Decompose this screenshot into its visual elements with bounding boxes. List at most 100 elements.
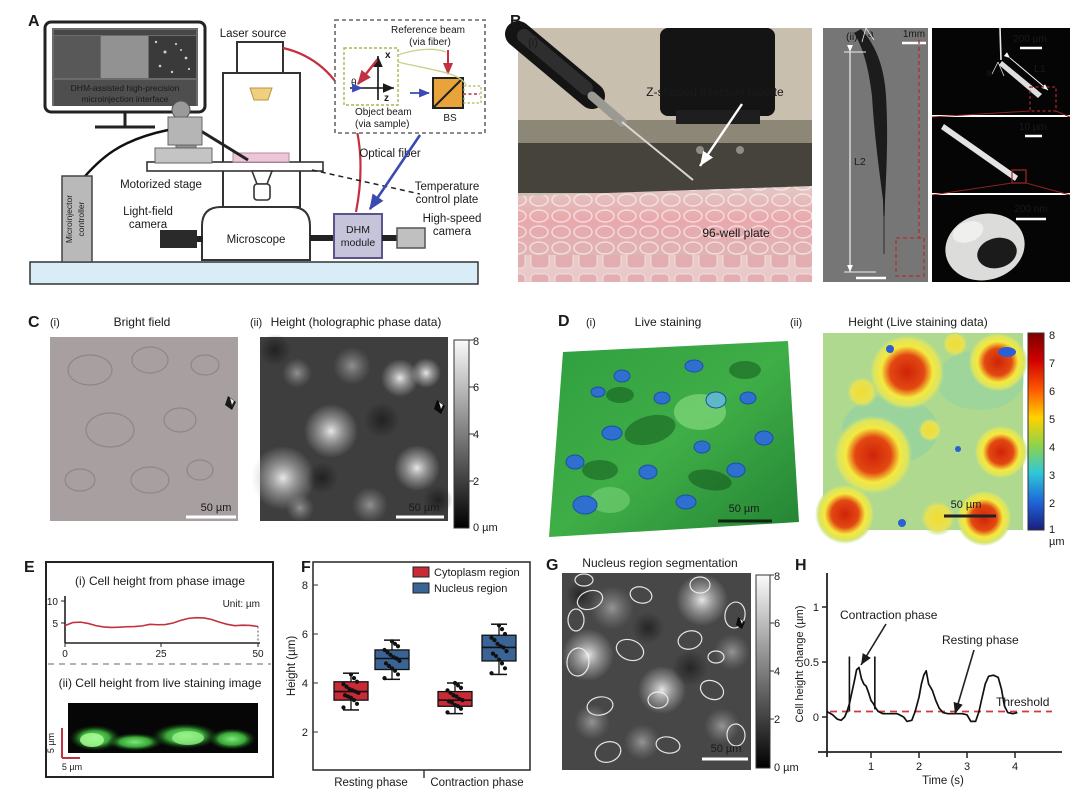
panel-g-label: G	[546, 557, 558, 574]
box-nucleus-resting	[374, 639, 410, 681]
cbar-c-tick-2: 2	[473, 476, 479, 488]
cbar-d-tick-8: 8	[1049, 330, 1055, 342]
lightfield-label-2: camera	[129, 219, 168, 231]
sem3-aperture	[977, 237, 1017, 269]
panel-b-photo-ii: (ii) a 1mm L2	[823, 27, 928, 282]
panel-a-schematic: A DHM-assisted high-precision microinjec…	[28, 13, 486, 285]
panel-h-label: H	[795, 557, 807, 574]
panel-d-sub-ii: (ii)	[790, 317, 802, 329]
lightfield-camera-box	[160, 230, 197, 248]
microscope-label: Microscope	[227, 234, 286, 246]
L2-label: L2	[854, 156, 866, 168]
highspeed-label-2: camera	[433, 226, 472, 238]
e-ytick-5: 5	[52, 619, 58, 630]
panel-b-sub-ii: (ii)	[846, 31, 858, 43]
controller-cable	[79, 128, 169, 183]
microscope-base	[201, 206, 311, 261]
panel-d-label: D	[558, 313, 570, 330]
beam-inset: Reference beam (via fiber) x z θ Object …	[334, 19, 486, 134]
h-ytick-1: 1	[813, 602, 819, 614]
legend-label-cytoplasm: Cytoplasm region	[434, 567, 520, 579]
laser-source-box	[236, 41, 284, 74]
sem2-needle	[941, 124, 1018, 181]
legend-label-nucleus: Nucleus region	[434, 583, 507, 595]
ref-link-line	[397, 48, 447, 56]
monitor-caption-line1: DHM-assisted high-precision	[71, 83, 180, 93]
bend-angle-a: a	[868, 29, 874, 40]
f-ytick-6: 6	[302, 629, 308, 641]
panel-e-title-i: (i) Cell height from phase image	[75, 574, 245, 588]
debris-speck	[225, 396, 236, 410]
e-xtick-25: 25	[155, 649, 167, 660]
h-trace-group	[826, 656, 1052, 723]
objective-housing	[660, 28, 775, 116]
e-xtick-0: 0	[62, 649, 68, 660]
panel-c-title-ii: Height (holographic phase data)	[271, 315, 442, 329]
live-staining-profile-image	[68, 703, 258, 753]
h-ytick-0: 0	[813, 712, 819, 724]
panel-b-photos: B Z-shaped injection pipette 96-well pla…	[505, 13, 1071, 282]
highspeed-camera-box	[396, 227, 426, 249]
f-ytick-2: 2	[302, 727, 308, 739]
scale-1mm-label: 1mm	[903, 29, 925, 40]
live-height-map: 50 µm	[815, 331, 1028, 546]
cbar-c-tick-4: 4	[473, 429, 479, 441]
bs-diagonal	[432, 77, 464, 109]
h-annotation-contraction: Contraction phase	[840, 608, 938, 622]
scalebar-c-i-label: 50 µm	[201, 502, 232, 514]
f-ytick-4: 4	[302, 678, 308, 690]
h-arrow-contraction	[860, 623, 887, 666]
h-ytick-05: 0.5	[804, 657, 819, 669]
monitor: DHM-assisted high-precision microinjecti…	[43, 20, 207, 129]
panel-e-scale-bracket: 5 µm 5 µm	[46, 728, 82, 772]
pipette-collet	[587, 91, 627, 127]
h-threshold-label: Threshold	[996, 695, 1049, 709]
scale-10um-label: 10 µm	[1019, 122, 1047, 133]
scale-200um-label: 200 µm	[1013, 34, 1047, 45]
panel-c-label: C	[28, 314, 40, 331]
h-xtick-3: 3	[964, 761, 970, 773]
e-ytick-10: 10	[47, 597, 59, 608]
panel-b-sub-i: (i)	[528, 37, 538, 49]
legend-swatch-nucleus	[412, 582, 430, 594]
box-cytoplasm-resting	[333, 672, 369, 711]
e-xtick-50: 50	[252, 649, 264, 660]
e-scale-h-label: 5 µm	[62, 762, 82, 772]
temperature-label-2: control plate	[416, 194, 479, 206]
L1-dimension-line	[1003, 52, 1049, 91]
cbar-d-tick-1: 1	[1049, 524, 1055, 536]
red-tip-box	[895, 237, 925, 277]
panel-d-sub-i: (i)	[586, 317, 596, 329]
microinjector-controller-box	[61, 175, 93, 263]
live-staining-surface: 50 µm	[549, 341, 799, 537]
cbar-c-tick-8: 8	[473, 336, 479, 348]
panel-f-boxplot: F Height (µm) 8 6 4 2 Cytoplasm region N…	[286, 559, 531, 789]
e-profile-curve	[64, 616, 259, 629]
dhm-label-2: module	[341, 237, 376, 249]
box-nucleus-contraction	[481, 623, 517, 676]
screen-speckles	[154, 40, 191, 74]
h-arrow-resting	[953, 649, 975, 715]
h-annotation-resting: Resting phase	[942, 633, 1019, 647]
objective-barrel	[253, 183, 271, 201]
panel-c: C (i) Bright field (ii) Height (holograp…	[28, 314, 498, 534]
cbar-d-tick-7: 7	[1049, 358, 1055, 370]
box-cytoplasm-contraction	[437, 680, 473, 715]
cbar-c-tick-6: 6	[473, 382, 479, 394]
ref-link-line-2	[397, 61, 467, 86]
scale-200nm-label: 200 nm	[1014, 204, 1047, 215]
cbar-d-tick-4: 4	[1049, 442, 1055, 454]
motorized-stage-label: Motorized stage	[120, 179, 202, 191]
stained-nuclei	[565, 359, 774, 515]
object-beam-label-1: Object beam	[355, 107, 412, 118]
sem1-shaft	[999, 27, 1002, 61]
cbar-c-tick-0: 0 µm	[473, 522, 498, 534]
panel-d-title-i: Live staining	[635, 315, 702, 329]
dhm-label-1: DHM	[346, 224, 370, 236]
dhm-module-box	[333, 213, 383, 259]
panel-e-label: E	[24, 559, 35, 576]
h-height-trace	[826, 666, 1018, 723]
panel-h-timetrace: H Cell height change (µm) 1 0.5 0 1 2 3 …	[794, 557, 1062, 787]
cbar-g-tick-4: 4	[774, 666, 780, 678]
